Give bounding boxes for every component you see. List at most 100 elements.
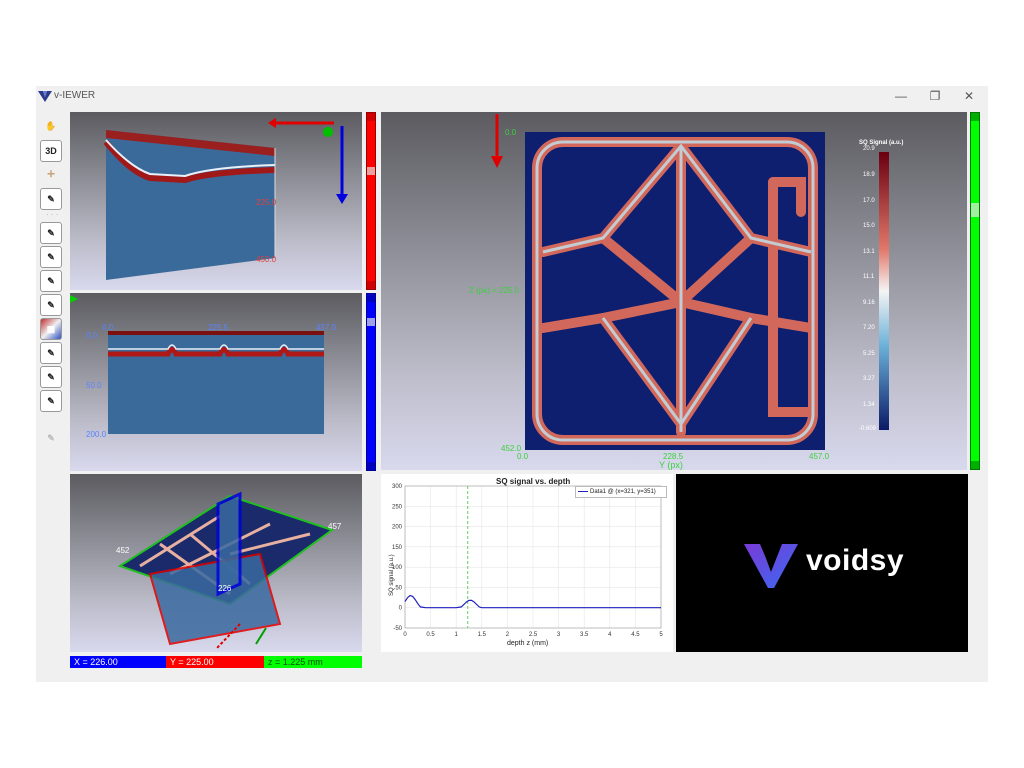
y-tick-label: 250 bbox=[392, 504, 403, 510]
cscan-y-tick: 0.0 bbox=[505, 128, 517, 137]
colorbar-tick: 1.34 bbox=[863, 402, 875, 408]
slider-handle[interactable] bbox=[971, 203, 979, 217]
colormap-icon[interactable]: ▦ bbox=[40, 318, 62, 340]
bscan-y-tick: 0.0 bbox=[86, 331, 98, 340]
bscan-y-tick: 50.0 bbox=[86, 381, 102, 390]
colorbar-tick: 3.27 bbox=[863, 376, 875, 382]
tool-3-icon[interactable]: ✎ bbox=[40, 246, 62, 268]
y-tick-label: 50 bbox=[395, 585, 402, 591]
bscan-x-tick: 457.0 bbox=[316, 323, 337, 332]
z-slice-slider[interactable] bbox=[970, 112, 980, 470]
colorbar-tick: 9.16 bbox=[863, 300, 875, 306]
colorbar-tick: 18.9 bbox=[863, 172, 875, 178]
cscan-x-tick: 457.0 bbox=[809, 452, 830, 461]
slider-up-arrow[interactable] bbox=[367, 294, 375, 302]
colorbar-tick: 17.0 bbox=[863, 198, 875, 204]
colorbar-tick: 20.9 bbox=[863, 146, 875, 152]
minimize-button[interactable]: — bbox=[895, 89, 907, 103]
y-tick-label: 150 bbox=[392, 545, 403, 551]
colorbar-tick: 11.1 bbox=[863, 274, 875, 280]
x-tick-label: 2.5 bbox=[529, 632, 538, 638]
volume-3d-canvas bbox=[117, 491, 335, 650]
x-tick-label: 2 bbox=[506, 632, 510, 638]
y-slice-slider[interactable] bbox=[366, 293, 376, 471]
legend-swatch bbox=[578, 490, 588, 492]
cscan-x-tick: 0.0 bbox=[517, 452, 529, 461]
crosshair-icon[interactable]: ✛ bbox=[47, 169, 55, 179]
hand-icon[interactable]: ✋ bbox=[45, 121, 57, 131]
slider-handle[interactable] bbox=[367, 318, 375, 326]
colorbar-title: SQ Signal (a.u.) bbox=[859, 140, 904, 146]
app-logo-icon bbox=[38, 91, 52, 102]
colorbar-tick: 13.1 bbox=[863, 249, 875, 255]
bscan-x-tick: 225.5 bbox=[208, 323, 229, 332]
x-tick-label: 1 bbox=[455, 632, 459, 638]
tool-2-icon[interactable]: ✎ bbox=[40, 222, 62, 244]
colorbar-tick: 15.0 bbox=[863, 223, 875, 229]
x-tick-label: 3.5 bbox=[580, 632, 589, 638]
chart-xlabel: depth z (mm) bbox=[507, 640, 549, 647]
bscan-panel[interactable]: 0.0 225.5 457.0 0.0 50.0 200.0 bbox=[70, 293, 362, 471]
y-tick-label: 200 bbox=[392, 525, 403, 531]
x-tick-label: 0.5 bbox=[426, 632, 435, 638]
cscan-panel[interactable]: SQ Signal (a.u.) 20.9 18.9 17.0 15.0 13.… bbox=[381, 112, 967, 470]
tool-5-icon[interactable]: ✎ bbox=[40, 294, 62, 316]
cscan-xlabel: Y (px) bbox=[659, 460, 683, 470]
x-tick-label: 4.5 bbox=[631, 632, 640, 638]
bscan-canvas bbox=[70, 295, 324, 434]
view-3d-button[interactable]: 3D bbox=[40, 140, 62, 162]
volume-label: 457 bbox=[328, 522, 342, 531]
volume-3d-panel[interactable]: 452 457 226 bbox=[70, 474, 362, 652]
chart-title: SQ signal vs. depth bbox=[496, 477, 571, 486]
slider-down-arrow[interactable] bbox=[367, 462, 375, 470]
tool-7-icon[interactable]: ✎ bbox=[40, 366, 62, 388]
x-tick-label: 5 bbox=[659, 632, 663, 638]
x-slice-slider[interactable] bbox=[366, 112, 376, 290]
y-tick-label: 100 bbox=[392, 565, 403, 571]
tool-4-icon[interactable]: ✎ bbox=[40, 270, 62, 292]
chart-legend: Data1 @ (x=321, y=351) bbox=[575, 486, 667, 498]
colorbar-tick: -0.609 bbox=[859, 426, 877, 432]
status-x-value: X = 226.00 bbox=[70, 656, 166, 668]
chart-ylabel: SQ signal (a.u.) bbox=[389, 554, 395, 596]
x-tick-label: 3 bbox=[557, 632, 561, 638]
slider-down-arrow[interactable] bbox=[971, 461, 979, 469]
status-z-value: z = 1.225 mm bbox=[264, 656, 362, 668]
x-tick-label: 4 bbox=[608, 632, 612, 638]
slider-handle[interactable] bbox=[367, 167, 375, 175]
title-bar: v-IEWER — ❐ ✕ bbox=[36, 86, 988, 106]
y-tick-label: 300 bbox=[392, 484, 403, 490]
bscan-y-tick: 200.0 bbox=[86, 430, 107, 439]
tool-6-icon[interactable]: ✎ bbox=[40, 342, 62, 364]
x-tick-label: 0 bbox=[403, 632, 407, 638]
x-tick-label: 1.5 bbox=[478, 632, 487, 638]
left-toolbar: ✋ 3D ✛ ✎ · · · ✎ ✎ ✎ ✎ ▦ ✎ ✎ ✎ ✎ bbox=[36, 112, 66, 672]
cscan-x-tick: 228.5 bbox=[663, 452, 684, 461]
series-line bbox=[404, 594, 661, 609]
status-y-value: Y = 225.00 bbox=[166, 656, 264, 668]
brand-panel: voidsy bbox=[676, 474, 968, 652]
slider-up-arrow[interactable] bbox=[971, 113, 979, 121]
volume-label: 452 bbox=[116, 546, 130, 555]
plot-frame bbox=[404, 485, 662, 629]
slider-down-arrow[interactable] bbox=[367, 281, 375, 289]
colorbar-tick: 7.20 bbox=[863, 325, 875, 331]
cscan-ylabel: Z (px) = 225.0 bbox=[469, 286, 520, 295]
close-button[interactable]: ✕ bbox=[963, 89, 975, 103]
bscan-x-tick: 0.0 bbox=[102, 323, 114, 332]
app-window: v-IEWER — ❐ ✕ ✋ 3D ✛ ✎ · · · ✎ ✎ ✎ ✎ ▦ ✎… bbox=[36, 86, 988, 682]
brand-name: voidsy bbox=[806, 544, 905, 577]
side-view-panel[interactable]: 225.0 450.0 bbox=[70, 112, 362, 290]
colorbar-tick: 5.25 bbox=[863, 351, 875, 357]
y-tick-label: -50 bbox=[393, 626, 402, 632]
depth-profile-chart: 0 0.5 1 1.5 2 2.5 3 3.5 4 4.5 5 -50 0 50 100 150 200 250 3… bbox=[381, 474, 673, 652]
window-title: v-IEWER bbox=[54, 90, 96, 101]
restore-button[interactable]: ❐ bbox=[929, 89, 941, 103]
slider-up-arrow[interactable] bbox=[367, 113, 375, 121]
tool-8-icon[interactable]: ✎ bbox=[40, 390, 62, 412]
tool-1-icon[interactable]: ✎ bbox=[40, 188, 62, 210]
tool-disabled-icon: ✎ bbox=[47, 433, 55, 443]
legend-label: Data1 @ (x=321, y=351) bbox=[590, 489, 656, 495]
depth-profile-svg: 0 0.5 1 1.5 2 2.5 3 3.5 4 4.5 5-500501001502002503… bbox=[392, 484, 663, 638]
cscan-canvas bbox=[491, 114, 889, 450]
